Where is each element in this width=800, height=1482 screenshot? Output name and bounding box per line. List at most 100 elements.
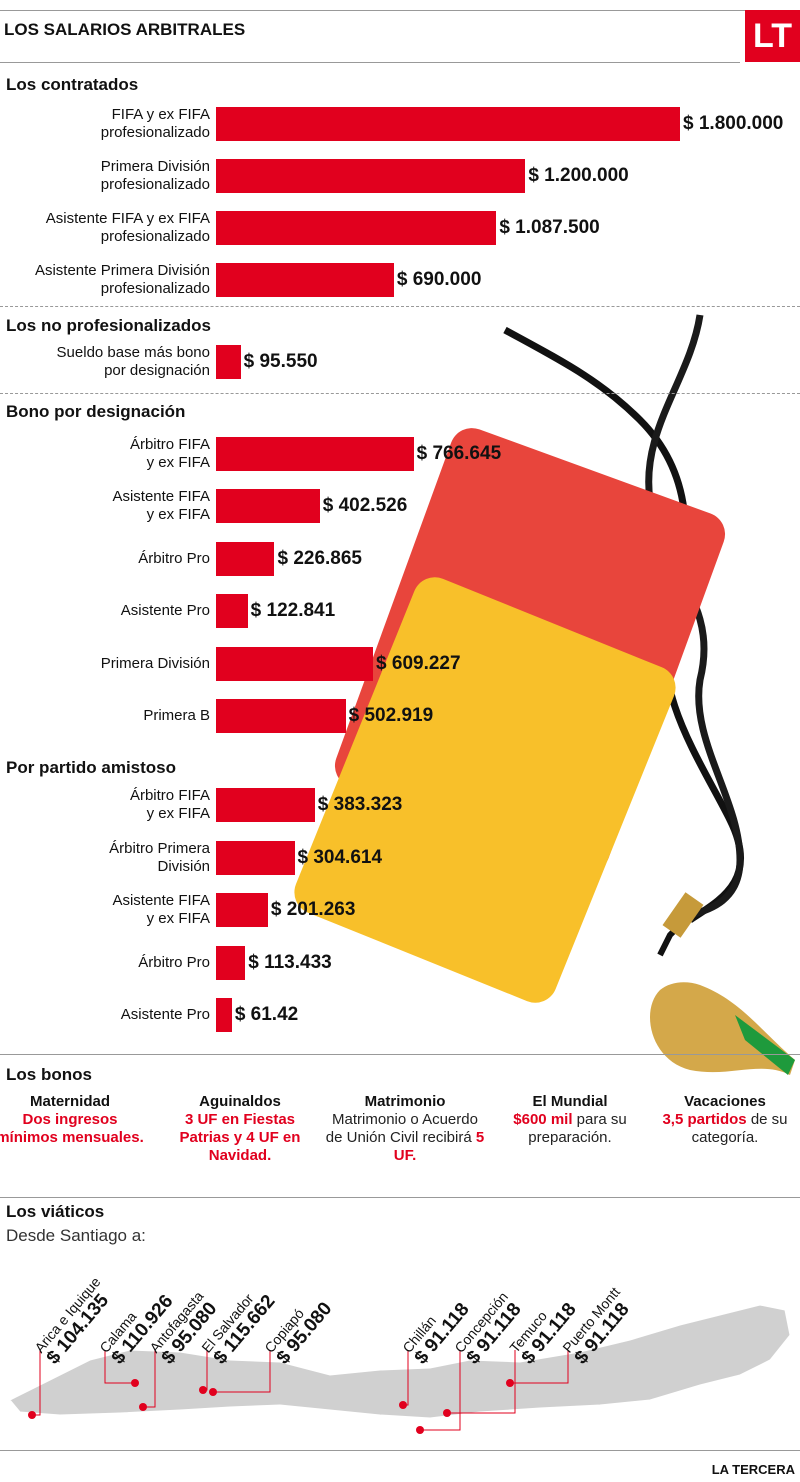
logo: LT <box>745 10 800 62</box>
category-label: Asistente FIFA y ex FIFA <box>112 892 210 927</box>
category-label: Árbitro Pro <box>138 549 210 567</box>
bar <box>216 646 374 681</box>
bar <box>216 263 394 297</box>
category-label: Árbitro Pro <box>138 953 210 971</box>
city-dot <box>399 1401 407 1409</box>
value-label: $ 383.323 <box>317 794 403 815</box>
leader-line <box>104 1350 135 1384</box>
category-label: Primera B <box>143 707 210 724</box>
section-title: Los bonos <box>6 1065 92 1084</box>
leader-line <box>510 1350 569 1384</box>
source: LA TERCERA <box>711 1462 795 1477</box>
section-title: Los viáticos <box>6 1202 105 1221</box>
bono-text: 3 UF en Fiestas Patrias y 4 UF en Navida… <box>179 1111 301 1164</box>
whistle-tip <box>735 1015 795 1075</box>
value-label: $ 226.865 <box>277 547 362 569</box>
bono-text: Dos ingresos mínimos mensuales. <box>0 1111 144 1146</box>
subtitle: Desde Santiago a: <box>6 1226 146 1245</box>
bar <box>216 699 346 733</box>
bono-text: $600 mil <box>513 1111 573 1128</box>
bar <box>216 998 232 1032</box>
category-label: Primera División <box>100 654 210 672</box>
value-label: $ 502.919 <box>348 705 434 726</box>
bar <box>216 159 526 193</box>
whistle <box>650 982 795 1075</box>
value-label: $ 1.087.500 <box>499 217 600 238</box>
city-dot <box>416 1426 424 1434</box>
category-label: Asistente Primera División profesionaliz… <box>34 262 210 297</box>
category-label: Asistente Pro <box>120 602 210 620</box>
bar <box>216 107 680 141</box>
category-label: Árbitro FIFA y ex FIFA <box>129 436 210 471</box>
value-label: $ 690.000 <box>396 269 482 290</box>
value-label: $ 95.550 <box>243 351 318 372</box>
bono-text: de su categoría. <box>691 1111 788 1146</box>
bono: Aguinaldos 3 UF en Fiestas Patrias y 4 UF… <box>160 1093 320 1165</box>
yellow-card <box>294 577 676 1003</box>
bono: Vacaciones 3,5 partidos de su categoría. <box>645 1093 800 1147</box>
section-title: Los no profesionalizados <box>6 316 211 335</box>
section-title: Por partido amistoso <box>6 758 177 777</box>
category-label: FIFA y ex FIFA profesionalizado <box>100 106 210 141</box>
bono-title: Aguinaldos <box>199 1093 281 1110</box>
city-dot <box>209 1388 217 1396</box>
rule <box>0 1450 800 1451</box>
bar <box>216 437 414 471</box>
category-label: Asistente FIFA y ex FIFA profesionalizad… <box>45 210 210 245</box>
whistle-ring <box>662 892 704 938</box>
value-label: $ 113.433 <box>248 951 332 973</box>
bono-text: para su preparación. <box>528 1111 627 1146</box>
divider <box>0 306 800 307</box>
leader-line <box>447 1350 516 1414</box>
bono: Maternidad Dos ingresos mínimos mensuales… <box>0 1093 150 1147</box>
section-title: Los contratados <box>6 75 139 94</box>
value-label: $ 304.614 <box>297 846 383 868</box>
section-title: Bono por designación <box>6 402 186 421</box>
city-dot <box>199 1386 207 1394</box>
city-dot <box>131 1379 139 1387</box>
bono: El Mundial $600 mil para su preparación. <box>490 1093 650 1147</box>
category-label: Asistente FIFA y ex FIFA <box>112 488 210 524</box>
rule <box>0 62 740 63</box>
bar <box>216 541 275 576</box>
value-label: $ 201.263 <box>270 899 356 920</box>
bono-text: 3,5 partidos <box>662 1111 747 1128</box>
value-label: $ 1.800.000 <box>683 113 784 134</box>
bar <box>216 489 320 524</box>
value-label: $ 609.227 <box>376 652 461 674</box>
value-label: $ 61.42 <box>234 1004 299 1025</box>
value-label: $ 402.526 <box>322 495 408 517</box>
city-dot <box>506 1379 514 1387</box>
rule <box>0 1054 800 1055</box>
bono-title: Maternidad <box>29 1093 110 1110</box>
map <box>9 1304 791 1434</box>
city-dot <box>139 1403 147 1411</box>
category-label: Asistente Pro <box>120 1006 210 1023</box>
city-dot <box>443 1409 451 1417</box>
value-label: $ 1.200.000 <box>528 165 629 186</box>
category-label: Árbitro FIFA y ex FIFA <box>129 787 210 822</box>
bar <box>216 945 246 980</box>
category-label: Árbitro Primera División <box>109 839 210 875</box>
divider <box>0 393 800 394</box>
value-label: $ 122.841 <box>250 600 336 622</box>
bar <box>216 211 497 245</box>
bono-title: El Mundial <box>532 1093 608 1110</box>
cord <box>645 314 744 919</box>
bar <box>216 345 241 379</box>
category-label: Primera División profesionalizado <box>100 158 210 193</box>
bono-title: Matrimonio <box>364 1093 446 1110</box>
page-title: LOS SALARIOS ARBITRALES <box>4 20 246 39</box>
value-label: $ 766.645 <box>416 443 502 464</box>
rule <box>0 1197 800 1198</box>
bar <box>216 594 248 629</box>
leader-line <box>420 1350 461 1431</box>
rule <box>0 10 800 11</box>
bono-text: Matrimonio o Acuerdo de Unión Civil reci… <box>325 1111 478 1146</box>
bar <box>216 788 315 822</box>
bono-text: 5 UF. <box>393 1129 485 1164</box>
category-label: Sueldo base más bono por designación <box>56 344 210 379</box>
city-dot <box>28 1411 36 1419</box>
